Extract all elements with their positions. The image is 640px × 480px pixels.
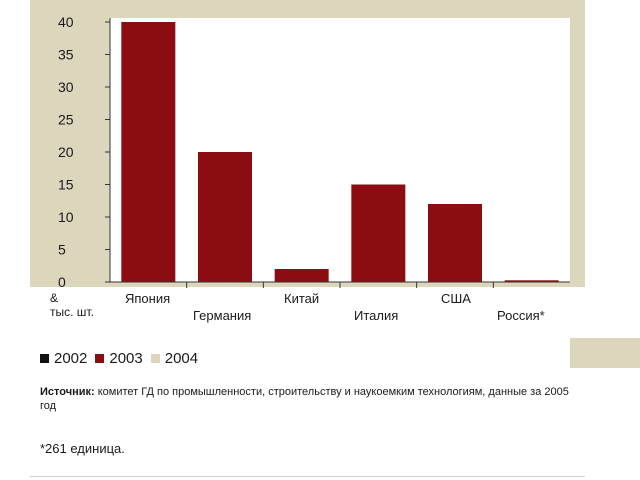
source-label: Источник: [40,386,95,398]
unit-label-line-2: тыс. шт. [50,305,94,319]
category-label-germany: Германия [193,308,252,323]
y-tick-label: 15 [58,177,74,193]
bar-3 [351,184,406,282]
legend-label-2002: 2002 [54,350,88,367]
source-note: Источник: комитет ГД по промышленности, … [40,385,580,413]
legend-swatch-2003 [95,354,105,363]
legend-item-2002: 2002 [40,350,87,367]
bar-5 [504,280,559,282]
bottom-divider [30,476,585,477]
category-label-usa: США [441,291,471,306]
bar-0 [121,22,176,282]
legend-label-2003: 2003 [109,350,143,367]
y-tick-label: 0 [58,274,66,290]
legend-label-2004: 2004 [164,350,199,367]
legend: 2002 2003 2004 [40,350,206,367]
plot-area [110,18,570,282]
bar-2 [274,269,329,282]
unit-label-line-1: & [50,291,59,305]
legend-item-2004: 2004 [150,350,199,367]
y-tick-label: 30 [58,79,74,95]
category-label-italy: Италия [354,308,399,323]
category-label-china: Китай [284,291,320,306]
legend-swatch-2002 [40,354,49,363]
legend-item-2003: 2003 [95,350,143,367]
footnote: *261 единица. [40,441,125,456]
legend-swatch-2004 [150,354,160,363]
y-tick-label: 20 [58,144,74,160]
category-label-russia: Россия* [497,308,545,323]
bar-4 [428,204,482,282]
y-tick-label: 5 [58,242,66,258]
y-tick-label: 35 [58,47,74,63]
source-text: комитет ГД по промышленности, строительс… [40,386,569,412]
y-tick-label: 25 [58,112,74,128]
bar-chart: 0 5 10 15 20 25 30 35 40 [58,14,570,290]
y-tick-label: 10 [58,209,74,225]
y-tick-label: 40 [58,14,74,30]
right-beige-strip [570,338,640,368]
category-label-japan: Япония [125,291,171,306]
bar-1 [198,152,252,282]
unit-label: & тыс. шт. [50,291,94,319]
